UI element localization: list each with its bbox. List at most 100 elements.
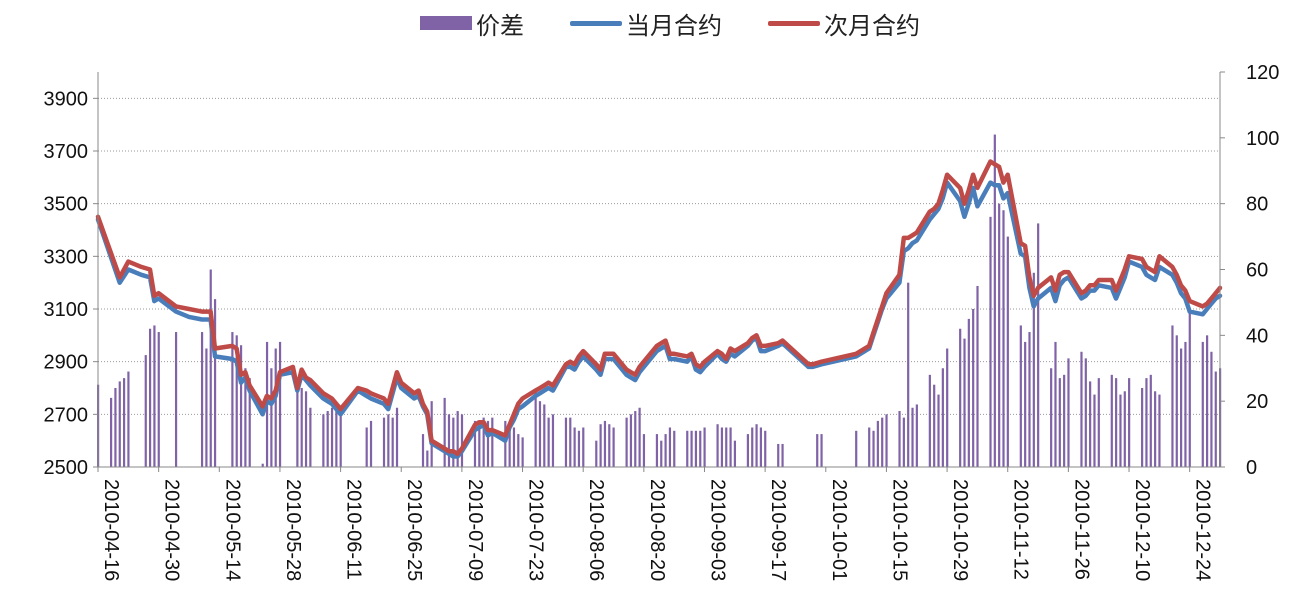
spread-bar (664, 434, 667, 467)
x-tick-label: 2010-07-09 (464, 479, 486, 581)
spread-bar (673, 430, 676, 467)
spread-bar (569, 417, 572, 467)
price-lines (95, 159, 1223, 459)
spread-bar (1201, 341, 1204, 467)
spread-bar (907, 282, 910, 467)
spread-bar (144, 355, 147, 467)
spread-bar (426, 450, 429, 467)
spread-bar (382, 417, 386, 467)
spread-bar (1028, 332, 1031, 467)
spread-bars (97, 134, 1222, 467)
spread-bar (699, 430, 702, 467)
spread-bar (694, 430, 698, 467)
x-tick-label: 2010-09-03 (706, 479, 728, 581)
spread-bar (911, 407, 914, 467)
spread-bar (534, 391, 537, 467)
spread-bar (642, 434, 646, 467)
spread-bar (270, 368, 273, 467)
spread-bar (781, 443, 784, 467)
spread-bar (1019, 325, 1022, 467)
spread-bar (512, 427, 516, 467)
spread-bar (976, 285, 979, 467)
x-tick-label: 2010-04-30 (161, 479, 183, 581)
spread-bar (335, 411, 338, 467)
spread-bar (538, 401, 542, 467)
right-tick-label: 80 (1246, 194, 1268, 216)
spread-bar (972, 309, 975, 467)
spread-bar (1145, 378, 1148, 467)
x-tick-label: 2010-05-14 (221, 479, 243, 581)
right-tick-label: 20 (1246, 391, 1268, 413)
spread-bar (200, 332, 204, 467)
spread-bar (395, 407, 399, 467)
next-month-line (95, 159, 1223, 457)
spread-bar (729, 427, 732, 467)
spread-bar (746, 434, 750, 467)
spread-bar (660, 440, 663, 467)
spread-bar (582, 427, 585, 467)
left-tick-label: 3300 (44, 246, 89, 268)
spread-bar (174, 332, 178, 467)
spread-bar (1210, 351, 1213, 467)
spread-bar (1084, 358, 1087, 467)
spread-bar (304, 391, 308, 467)
x-tick-label: 2010-10-29 (949, 479, 971, 581)
spread-bar (638, 407, 641, 467)
axes: 2500 2700 2900 3100 3300 3500 3700 3900 0 20 40 60 8… (44, 62, 1280, 581)
spread-bar (608, 424, 611, 467)
spread-bar (109, 397, 113, 467)
right-tick-label: 60 (1246, 260, 1268, 282)
x-tick-label: 2010-08-20 (646, 479, 668, 581)
spread-bar (296, 384, 299, 467)
spread-bar (725, 427, 728, 467)
spread-bar (118, 381, 121, 467)
spread-bar (1024, 341, 1027, 467)
x-tick-label: 2010-11-26 (1070, 479, 1092, 580)
x-tick-label: 2010-06-11 (343, 479, 365, 580)
x-tick-label: 2010-06-25 (403, 479, 425, 581)
x-tick-label: 2010-11-12 (1010, 479, 1032, 580)
spread-bar (114, 388, 117, 467)
x-tick-label: 2010-07-23 (525, 479, 547, 581)
right-tick-label: 120 (1246, 62, 1279, 84)
left-tick-label: 2500 (44, 457, 89, 479)
spread-bar (1119, 394, 1122, 467)
spread-bar (365, 427, 368, 467)
spread-bar (1158, 394, 1161, 467)
spread-bar (755, 424, 758, 467)
spread-bar (941, 368, 944, 467)
spread-bar (998, 203, 1001, 467)
spread-bar (629, 414, 633, 467)
legend-label-spread: 价差 (476, 12, 524, 40)
x-tick-label: 2010-04-16 (100, 479, 122, 581)
spread-bar (1054, 341, 1057, 467)
left-tick-label: 3500 (44, 194, 89, 216)
spread-bar (564, 417, 568, 467)
legend-label-next-month: 次月合约 (824, 12, 920, 40)
spread-bar (1180, 348, 1183, 467)
spread-bar (122, 378, 126, 467)
left-tick-label: 2700 (44, 404, 89, 426)
spread-bar (573, 427, 576, 467)
spread-bar (231, 332, 234, 467)
spread-bar (473, 420, 477, 467)
legend-label-current-month: 当月合约 (626, 12, 722, 40)
spread-bar (599, 424, 602, 467)
spread-bar (1032, 272, 1035, 467)
spread-bar (967, 318, 970, 467)
spread-bar (876, 420, 879, 467)
spread-bar (1115, 378, 1118, 467)
x-tick-label: 2010-10-15 (888, 479, 910, 581)
spread-bar (1006, 236, 1009, 467)
spread-bar (1214, 371, 1217, 467)
spread-bar (1154, 391, 1157, 467)
legend: 价差 当月合约 次月合约 (0, 4, 1296, 40)
spread-bar (486, 420, 490, 467)
gridlines (98, 97, 1220, 415)
legend-swatch-next-month (768, 21, 820, 26)
spread-bar (1063, 374, 1066, 467)
spread-bar (391, 417, 394, 467)
x-tick-label: 2010-05-28 (282, 479, 304, 581)
spread-bar (443, 397, 446, 467)
